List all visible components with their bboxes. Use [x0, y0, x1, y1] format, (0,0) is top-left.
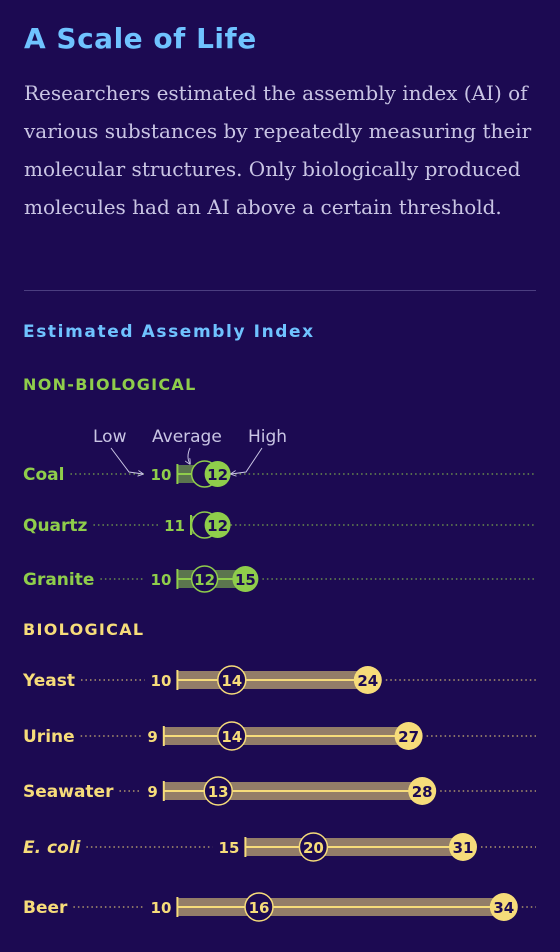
low-value-label: 15 — [219, 839, 240, 857]
low-value-label: 9 — [147, 728, 157, 746]
average-marker — [190, 565, 219, 593]
average-marker — [217, 665, 247, 695]
high-value-label: 27 — [398, 728, 419, 746]
category-label: E. coli — [23, 838, 82, 858]
average-value-label: 12 — [194, 571, 215, 589]
legend-average-arrow — [188, 447, 190, 464]
average-value-label: 20 — [303, 839, 324, 857]
high-value-label: 12 — [207, 517, 228, 535]
low-value-label: 10 — [151, 466, 172, 484]
divider — [24, 290, 536, 291]
high-marker — [449, 833, 477, 861]
low-value-label: 9 — [147, 783, 157, 801]
low-value-label: 10 — [151, 899, 172, 917]
legend-low-label: Low — [93, 427, 127, 447]
legend-average-label: Average — [152, 427, 222, 447]
category-label: Beer — [23, 898, 68, 918]
high-value-label: 34 — [493, 899, 514, 917]
category-label: Coal — [23, 465, 64, 485]
legend-high-arrow — [231, 447, 263, 474]
high-marker — [204, 512, 231, 538]
high-marker — [489, 893, 518, 921]
group-header: BIOLOGICAL — [23, 620, 144, 639]
average-value-label: 16 — [249, 899, 270, 917]
high-value-label: 15 — [235, 571, 256, 589]
category-label: Seawater — [23, 782, 114, 802]
category-label: Quartz — [23, 516, 88, 536]
average-marker — [244, 892, 274, 922]
average-marker — [203, 776, 233, 806]
category-label: Yeast — [22, 671, 75, 691]
high-marker — [394, 722, 423, 750]
average-marker — [298, 832, 329, 862]
high-marker — [353, 666, 382, 694]
low-value-label: 10 — [151, 672, 172, 690]
legend-high-label: High — [248, 427, 287, 447]
high-value-label: 12 — [207, 466, 228, 484]
axis-section-label: Estimated Assembly Index — [23, 322, 315, 342]
category-label: Granite — [23, 570, 94, 590]
high-value-label: 28 — [412, 783, 433, 801]
legend-low-arrow — [110, 447, 143, 474]
low-value-label: 11 — [164, 517, 185, 535]
average-marker — [217, 721, 247, 751]
high-value-label: 24 — [357, 672, 378, 690]
group-header: NON-BIOLOGICAL — [23, 375, 197, 394]
average-value-label: 14 — [221, 728, 242, 746]
chart-subtitle: Researchers estimated the assembly index… — [24, 81, 532, 219]
category-label: Urine — [23, 727, 75, 747]
chart-title: A Scale of Life — [24, 22, 257, 55]
average-value-label: 14 — [221, 672, 242, 690]
high-marker — [232, 566, 259, 592]
high-marker — [204, 461, 231, 487]
high-marker — [408, 777, 437, 805]
low-value-label: 10 — [151, 571, 172, 589]
high-value-label: 31 — [453, 839, 474, 857]
average-value-label: 13 — [208, 783, 229, 801]
